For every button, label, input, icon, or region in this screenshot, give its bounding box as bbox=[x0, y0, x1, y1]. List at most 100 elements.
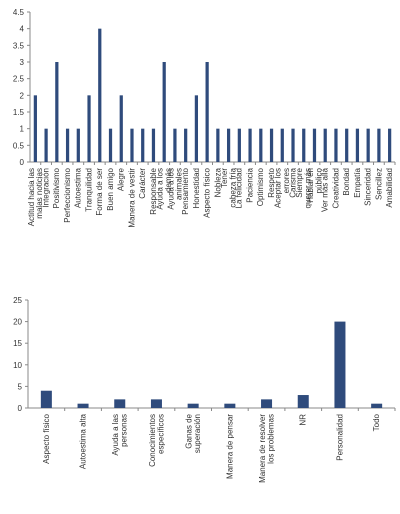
x-tick-label: Ayuda a losdemás bbox=[156, 168, 173, 210]
x-tick-label: Aspecto físico bbox=[203, 167, 212, 217]
bar bbox=[151, 128, 156, 162]
bar bbox=[87, 95, 91, 162]
x-tick-label: Manera de pensar bbox=[225, 414, 234, 479]
y-tick-label: 3.5 bbox=[13, 41, 25, 50]
y-tick-label: 1.5 bbox=[13, 108, 25, 117]
x-tick-label: Autoestima alta bbox=[78, 413, 87, 469]
x-tick-label: Honestidad bbox=[192, 168, 201, 208]
bar bbox=[334, 321, 346, 408]
bar bbox=[33, 95, 37, 162]
bar bbox=[55, 62, 59, 162]
bar bbox=[108, 128, 113, 162]
bar bbox=[302, 128, 306, 162]
x-tick-label: NR bbox=[299, 414, 308, 426]
bar bbox=[377, 128, 381, 162]
x-tick-label: Aceptar loserrores bbox=[274, 168, 291, 208]
x-tick-label: Tenercabeza fría bbox=[220, 167, 237, 207]
y-tick-label: 20 bbox=[13, 318, 22, 327]
y-tick-label: 3 bbox=[20, 58, 25, 67]
bar bbox=[345, 128, 349, 162]
bar bbox=[65, 128, 70, 162]
bar bbox=[323, 128, 327, 162]
x-tick-label: Aspecto físico bbox=[42, 413, 51, 463]
bar bbox=[224, 403, 236, 408]
bar bbox=[248, 128, 252, 162]
x-tick-label: Sinceridad bbox=[364, 168, 373, 206]
y-tick-label: 0 bbox=[18, 404, 23, 413]
x-tick-label: Optimismo bbox=[256, 167, 265, 206]
y-tick-label: 15 bbox=[13, 339, 22, 348]
x-tick-label: Creatividad bbox=[331, 168, 340, 208]
bar bbox=[77, 403, 89, 408]
bar bbox=[261, 399, 273, 408]
x-tick-label: Forma de ser bbox=[95, 168, 104, 216]
y-tick-label: 0.5 bbox=[13, 141, 25, 150]
x-tick-label: Amabilidad bbox=[385, 168, 394, 208]
bar bbox=[237, 128, 241, 162]
x-tick-label: Positivismo bbox=[52, 167, 61, 208]
x-tick-label: Personalidad bbox=[335, 414, 344, 461]
x-tick-label: Tranquilidad bbox=[84, 168, 93, 212]
bar bbox=[114, 399, 126, 408]
bar bbox=[216, 128, 220, 162]
x-tick-label: Hablar enpúblico bbox=[306, 167, 323, 202]
x-tick-label: Siemprequerer más bbox=[295, 167, 312, 208]
x-tick-label: Integración bbox=[42, 168, 51, 208]
bar bbox=[312, 128, 317, 162]
y-tick-label: 4.5 bbox=[13, 8, 25, 17]
y-tick-label: 2 bbox=[20, 91, 25, 100]
x-tick-label: Nobleza bbox=[213, 167, 222, 197]
y-tick-label: 25 bbox=[13, 296, 22, 305]
x-tick-label: Pensamiento bbox=[181, 167, 190, 214]
x-tick-label: Autoestima bbox=[74, 167, 83, 208]
bar bbox=[130, 128, 134, 162]
bar bbox=[226, 128, 231, 162]
bar bbox=[150, 399, 162, 408]
y-tick-label: 0 bbox=[20, 158, 25, 167]
x-tick-label: Ayuda a laspersonas bbox=[111, 414, 128, 456]
x-tick-label: Manera de resolverlos problemas bbox=[258, 414, 275, 483]
x-tick-label: Actitud hacia lasmalas noticias bbox=[27, 168, 44, 226]
x-tick-label: Ganas desuperación bbox=[185, 413, 202, 453]
bar bbox=[280, 128, 284, 162]
x-tick-label: Respeto bbox=[267, 167, 276, 197]
bar bbox=[98, 28, 102, 162]
x-tick-label: La felicidad bbox=[235, 168, 244, 208]
x-tick-label: Conocimientosespecíficos bbox=[148, 414, 165, 467]
bar bbox=[291, 128, 295, 162]
x-tick-label: Paciencia bbox=[245, 167, 254, 202]
y-tick-label: 2.5 bbox=[13, 75, 25, 84]
y-tick-label: 10 bbox=[13, 361, 22, 370]
y-tick-label: 1 bbox=[20, 125, 25, 134]
bar bbox=[194, 95, 199, 162]
x-tick-label: Ayuda a losanimales bbox=[166, 168, 183, 210]
bar bbox=[141, 128, 145, 162]
bar bbox=[259, 128, 263, 162]
x-tick-label: Perfeccionismo bbox=[63, 167, 72, 222]
bar bbox=[187, 403, 199, 408]
y-tick-label: 5 bbox=[18, 382, 23, 391]
bar bbox=[119, 95, 123, 162]
x-tick-label: Empatía bbox=[353, 167, 362, 197]
x-tick-label: Alegre bbox=[117, 167, 126, 191]
bar bbox=[44, 128, 48, 162]
bar bbox=[355, 128, 360, 162]
x-tick-label: Sencillez bbox=[374, 168, 383, 200]
x-tick-label: Manera de vestir bbox=[127, 168, 136, 228]
bar bbox=[162, 62, 166, 162]
bar bbox=[366, 128, 370, 162]
bar bbox=[40, 390, 52, 408]
bar bbox=[297, 395, 309, 408]
x-tick-label: Buen amigo bbox=[106, 167, 115, 210]
x-tick-label: Carisma bbox=[288, 167, 297, 197]
x-tick-label: Todo bbox=[372, 413, 381, 431]
bar bbox=[205, 62, 209, 162]
x-tick-label: Bondad bbox=[342, 168, 351, 196]
bar bbox=[184, 128, 188, 162]
x-tick-label: Carácter bbox=[138, 168, 147, 199]
y-tick-label: 4 bbox=[20, 25, 25, 34]
x-tick-label: Ver más allá bbox=[321, 167, 330, 212]
bar bbox=[371, 403, 383, 408]
bar bbox=[76, 128, 80, 162]
bar bbox=[173, 128, 177, 162]
